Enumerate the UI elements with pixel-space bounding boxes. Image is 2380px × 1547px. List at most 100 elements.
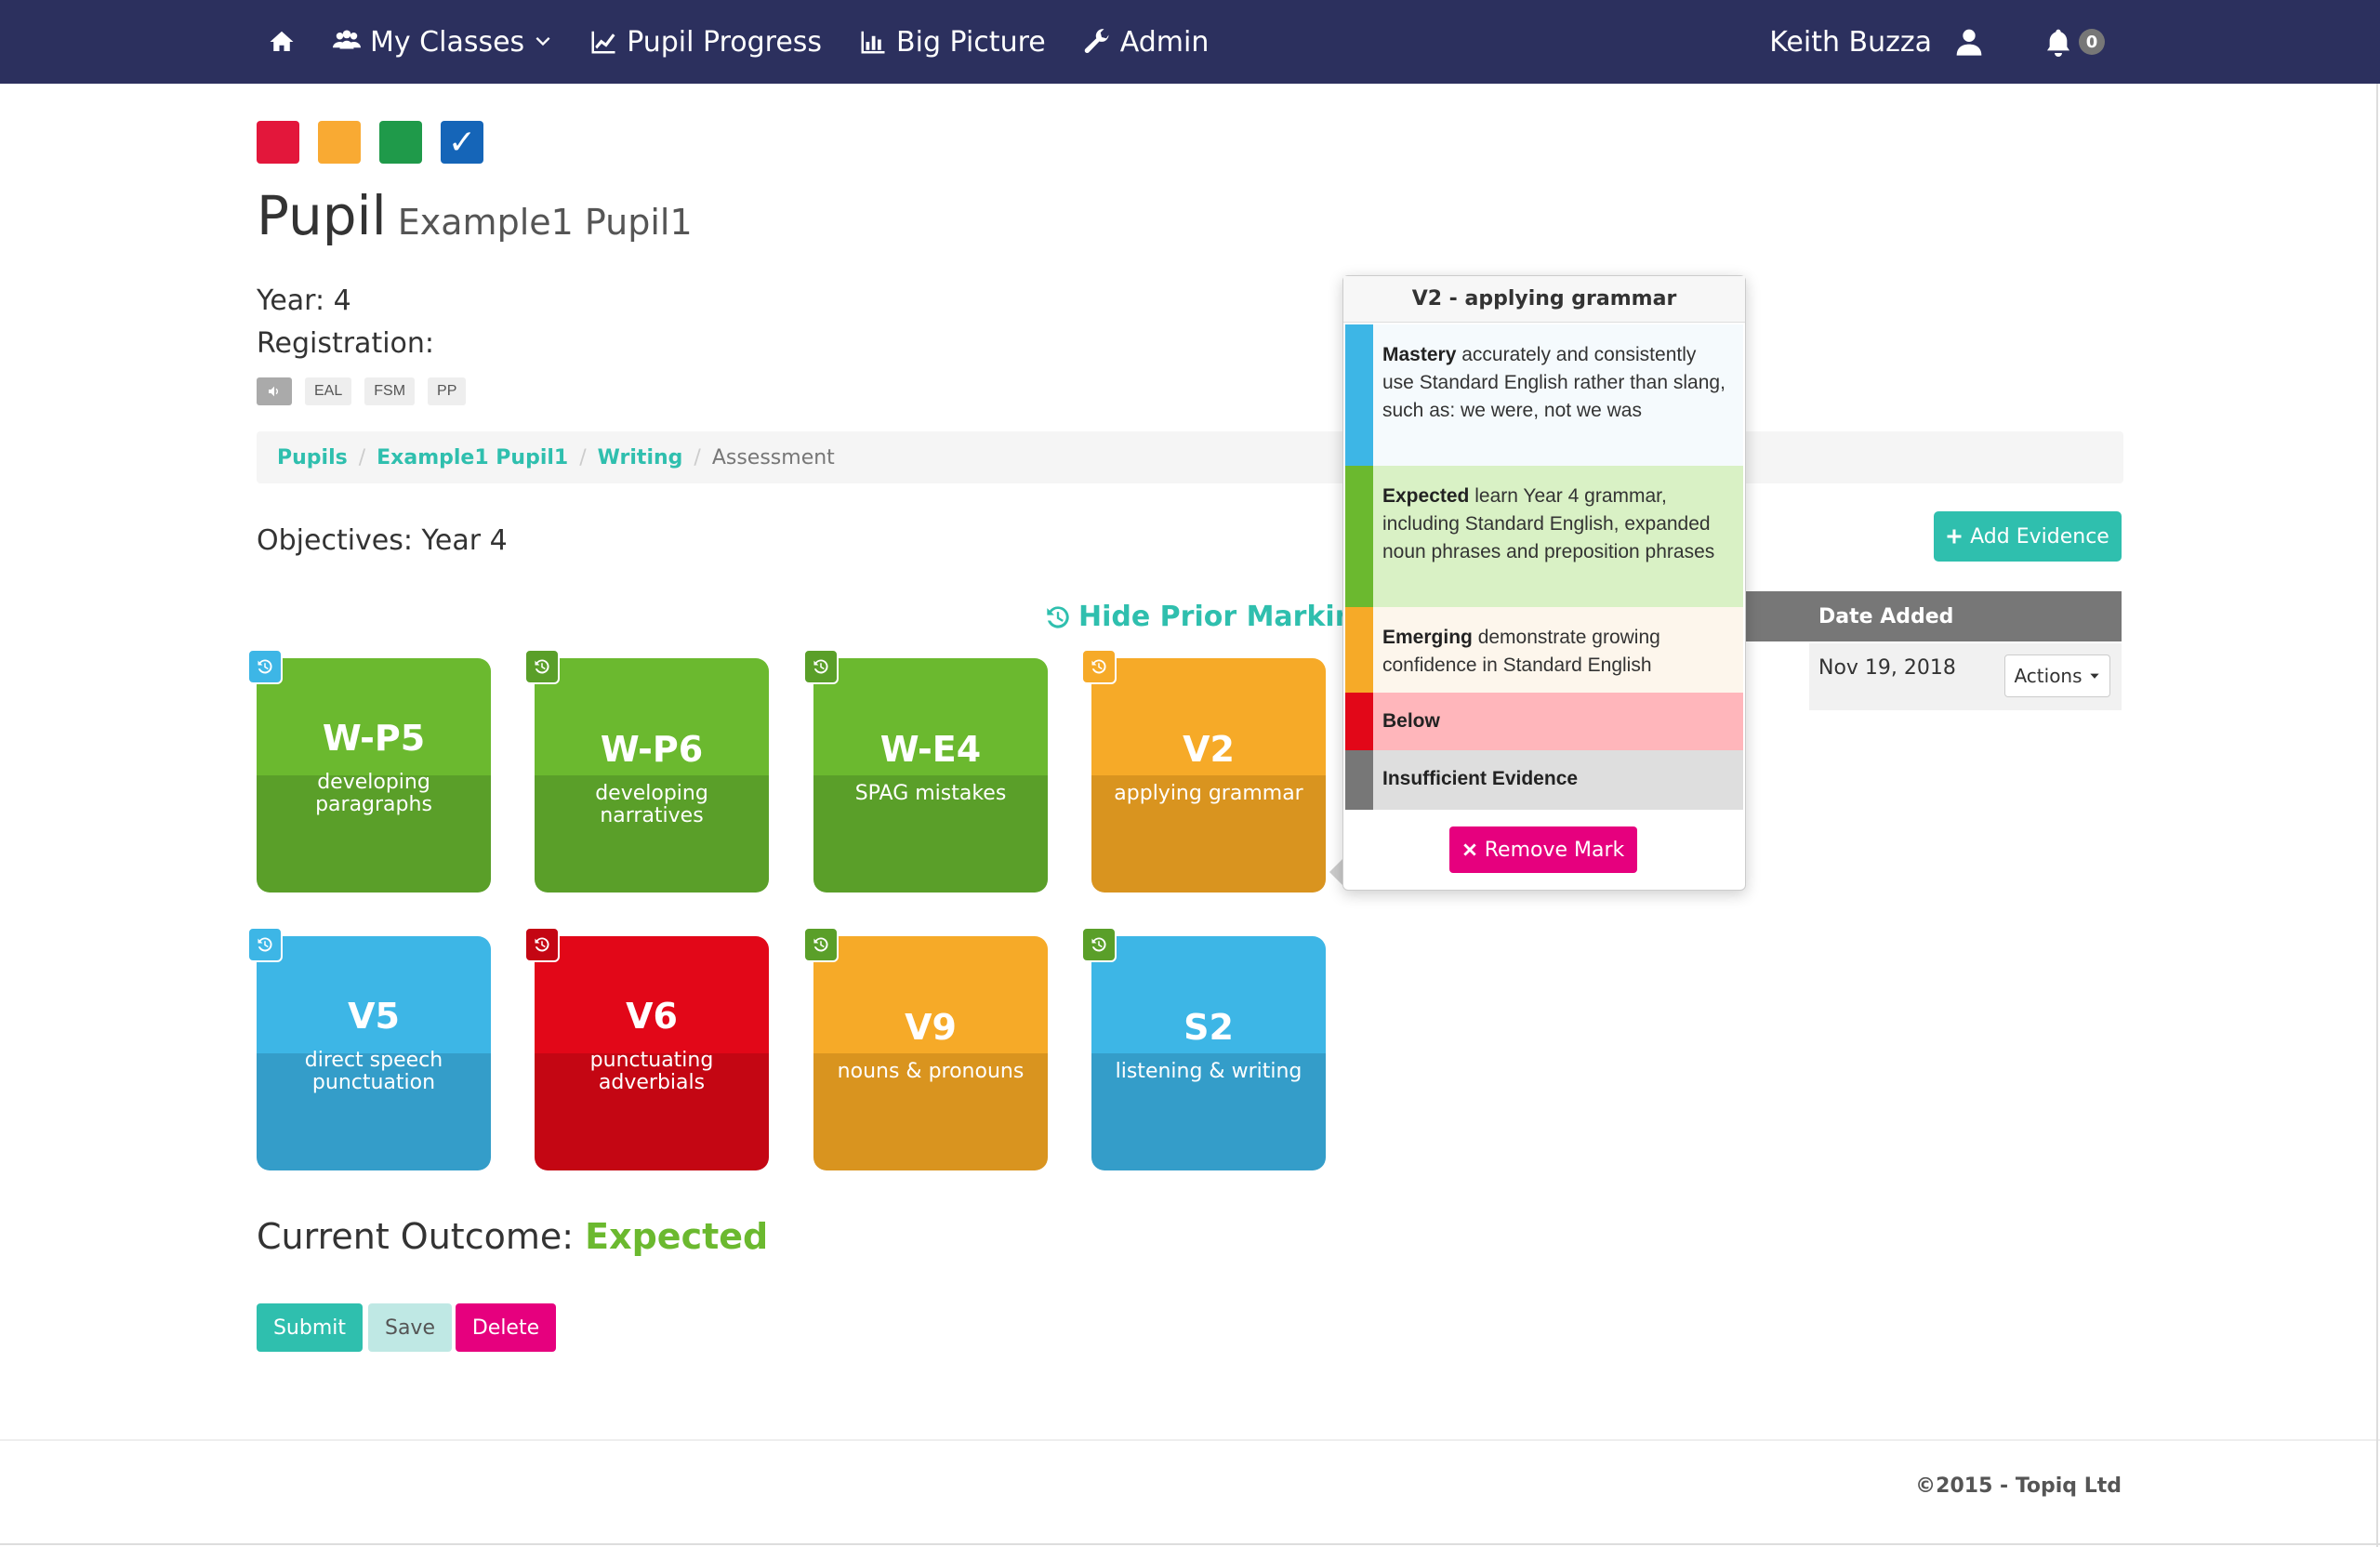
tile-bottom — [535, 775, 769, 892]
plus-icon — [1947, 529, 1962, 544]
filter-orange[interactable] — [318, 121, 361, 164]
prior-mark-badge[interactable] — [1081, 649, 1117, 684]
notifications[interactable]: 0 — [2043, 27, 2105, 57]
objective-tile-s2[interactable]: S2 listening & writing — [1091, 936, 1326, 1170]
tile-desc-line2: punctuation — [311, 1071, 436, 1094]
audio-tag[interactable] — [257, 377, 292, 405]
tile-desc-line1: developing narratives — [595, 782, 708, 827]
objective-tile-v5[interactable]: V5 direct speech punctuation — [257, 936, 491, 1170]
scroll-edge — [2376, 84, 2378, 1547]
tile-desc-line2: paragraphs — [315, 793, 432, 816]
breadcrumb: Pupils / Example1 Pupil1 / Writing / Ass… — [257, 431, 2123, 483]
add-evidence-label: Add Evidence — [1970, 524, 2109, 549]
tile-desc-line1: listening & writing — [1115, 1060, 1302, 1083]
tile-bottom — [1091, 1053, 1326, 1170]
tile-code: V6 — [626, 996, 678, 1037]
prior-mark-badge[interactable] — [1081, 927, 1117, 962]
history-icon — [1047, 605, 1069, 628]
level-name: Expected — [1382, 485, 1470, 507]
tile-bottom — [813, 1053, 1048, 1170]
prior-mark-badge[interactable] — [524, 649, 560, 684]
level-insufficient-evidence[interactable]: Insufficient Evidence — [1345, 750, 1743, 810]
page-title-pupil-name: Example1 Pupil1 — [397, 202, 693, 243]
level-emerging[interactable]: Emerging demonstrate growing confidence … — [1345, 607, 1743, 693]
save-button[interactable]: Save — [368, 1303, 452, 1352]
user-name[interactable]: Keith Buzza — [1769, 25, 1932, 59]
level-text: Below — [1373, 693, 1451, 750]
tile-top — [1091, 936, 1326, 1053]
tile-top — [257, 658, 491, 775]
tile-desc-line1: nouns & pronouns — [837, 1060, 1025, 1083]
prior-mark-badge[interactable] — [803, 649, 839, 684]
breadcrumb-separator: / — [579, 445, 587, 469]
breadcrumb-pupil[interactable]: Example1 Pupil1 — [377, 445, 569, 469]
notification-count-badge: 0 — [2079, 29, 2105, 55]
level-name: Emerging — [1382, 627, 1473, 648]
tile-desc-line1: SPAG mistakes — [854, 782, 1007, 805]
nav-home[interactable] — [268, 28, 296, 56]
user-icon[interactable] — [1954, 27, 1984, 57]
level-mastery[interactable]: Mastery accurately and consistently use … — [1345, 324, 1743, 466]
tile-top — [535, 936, 769, 1053]
filter-green[interactable] — [379, 121, 422, 164]
current-outcome-label: Current Outcome: — [257, 1216, 575, 1257]
submit-button[interactable]: Submit — [257, 1303, 363, 1352]
prior-mark-badge[interactable] — [524, 927, 560, 962]
nav-my-classes[interactable]: My Classes — [333, 26, 552, 59]
tile-bottom — [1091, 775, 1326, 892]
hide-prior-marking-toggle[interactable]: Hide Prior Marking — [1045, 601, 1375, 633]
breadcrumb-separator: / — [358, 445, 366, 469]
objective-tile-v6[interactable]: V6 punctuating adverbials — [535, 936, 769, 1170]
delete-button[interactable]: Delete — [456, 1303, 556, 1352]
prior-mark-badge[interactable] — [803, 927, 839, 962]
remove-mark-label: Remove Mark — [1484, 838, 1625, 862]
check-icon: ✓ — [447, 123, 477, 162]
tag-fsm: FSM — [364, 377, 416, 405]
nav-pupil-progress-label: Pupil Progress — [627, 25, 823, 59]
bell-icon — [2047, 29, 2069, 57]
nav-admin-label: Admin — [1119, 25, 1210, 59]
bar-chart-icon — [861, 31, 885, 54]
tile-top — [813, 658, 1048, 775]
filter-checked[interactable]: ✓ — [441, 121, 483, 164]
breadcrumb-writing[interactable]: Writing — [597, 445, 683, 469]
level-color-bar — [1345, 750, 1373, 810]
actions-dropdown-button[interactable]: Actions — [2004, 654, 2110, 697]
nav-big-picture-label: Big Picture — [896, 25, 1046, 59]
nav-big-picture[interactable]: Big Picture — [859, 26, 1046, 59]
prior-mark-badge[interactable] — [247, 649, 283, 684]
objective-tile-v9[interactable]: V9 nouns & pronouns — [813, 936, 1048, 1170]
bottom-border — [0, 1543, 2380, 1545]
tile-code: V9 — [905, 1007, 957, 1048]
history-icon — [535, 659, 549, 674]
history-icon — [813, 659, 828, 674]
level-expected[interactable]: Expected learn Year 4 grammar, including… — [1345, 466, 1743, 607]
prior-mark-badge[interactable] — [247, 927, 283, 962]
remove-mark-button[interactable]: Remove Mark — [1449, 826, 1637, 873]
tile-desc-line2: adverbials — [598, 1071, 706, 1094]
level-below[interactable]: Below — [1345, 693, 1743, 750]
nav-menu: My Classes Pupil Progress Big Picture Ad… — [268, 0, 1209, 84]
objective-tile-v2[interactable]: V2 applying grammar — [1091, 658, 1326, 892]
objective-tile-w-p6[interactable]: W-P6 developing narratives — [535, 658, 769, 892]
speaker-icon — [269, 386, 278, 397]
objective-tile-w-e4[interactable]: W-E4 SPAG mistakes — [813, 658, 1048, 892]
breadcrumb-pupils[interactable]: Pupils — [277, 445, 348, 469]
tile-code: W-P6 — [600, 729, 704, 770]
level-color-bar — [1345, 466, 1373, 607]
tile-bottom — [813, 775, 1048, 892]
level-name: Below — [1382, 710, 1440, 732]
home-icon — [270, 31, 294, 51]
tile-desc-line1: direct speech — [304, 1049, 443, 1072]
add-evidence-button[interactable]: Add Evidence — [1934, 511, 2122, 562]
filter-red[interactable] — [257, 121, 299, 164]
hide-prior-marking-label: Hide Prior Marking — [1078, 601, 1375, 633]
tile-top — [535, 658, 769, 775]
history-icon — [258, 937, 272, 952]
nav-admin[interactable]: Admin — [1083, 25, 1210, 59]
objective-tile-w-p5[interactable]: W-P5 developing paragraphs — [257, 658, 491, 892]
nav-pupil-progress[interactable]: Pupil Progress — [589, 26, 822, 59]
popover-arrow — [1329, 857, 1344, 887]
objectives-heading: Objectives: Year 4 — [257, 524, 508, 557]
history-icon — [535, 937, 549, 952]
